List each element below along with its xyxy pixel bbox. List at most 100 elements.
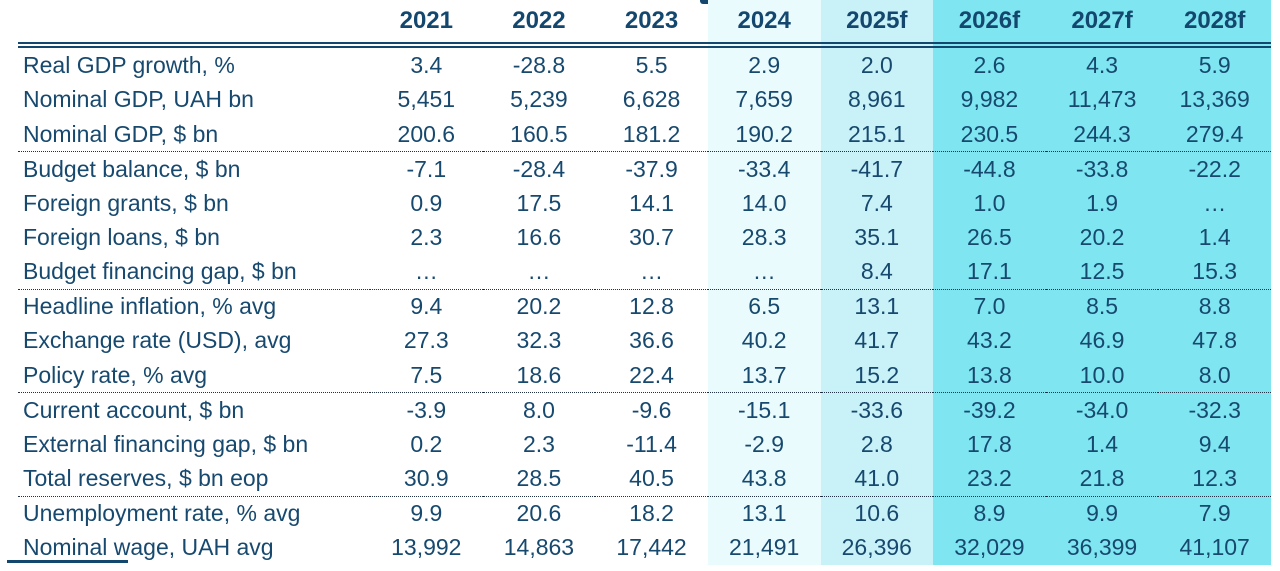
cell-2021: 7.5 — [370, 357, 483, 394]
cell-2022: 5,239 — [510, 86, 568, 113]
cell-2028f: -32.3 — [1158, 392, 1271, 428]
cell-2024: 7,659 — [707, 82, 821, 117]
cell-2021: 27.3 — [403, 327, 449, 354]
header-row: 2021 2022 2023 2024 2025f 2026f 2027f 2028f — [18, 0, 1271, 48]
cell-2026f: 23.2 — [933, 461, 1046, 497]
row-label: Total reserves, $ bn eop — [18, 461, 370, 497]
cell-2024: 190.2 — [707, 116, 821, 153]
cell-2027f: 10.0 — [1045, 357, 1159, 394]
table-row: Foreign grants, $ bn 0.9 17.5 14.1 14.0 7.4 1.… — [18, 186, 1271, 221]
cell-2022: … — [482, 254, 596, 290]
cell-2021: 9.9 — [410, 500, 443, 527]
cropped-bottom-line-artifact — [7, 560, 128, 563]
cell-2024: 13.1 — [707, 496, 821, 531]
cell-2025f: 8.4 — [820, 254, 934, 290]
cell-2027f: 11,473 — [1045, 82, 1159, 117]
cell-2028f: … — [1158, 186, 1271, 221]
cell-2023: 36.6 — [629, 327, 674, 354]
row-label: Budget balance, $ bn — [23, 155, 241, 182]
cell-2028f: 9.4 — [1158, 427, 1271, 462]
cell-2023: 30.7 — [629, 223, 674, 250]
column-header-2026f: 2026f — [933, 0, 1046, 48]
row-label: External financing gap, $ bn — [23, 430, 309, 457]
cell-2028f: 7.9 — [1158, 496, 1271, 531]
cell-2024: 43.8 — [707, 461, 821, 497]
cell-2028f: 47.8 — [1158, 323, 1271, 358]
cell-2022: 17.5 — [516, 189, 562, 216]
cell-2022: -28.8 — [512, 51, 566, 78]
cell-2023: … — [595, 254, 708, 290]
cell-2022: 16.6 — [516, 223, 562, 250]
table-row: Nominal wage, UAH avg 13,992 14,863 17,442 2… — [18, 530, 1271, 565]
cell-2022: 8.0 — [522, 396, 555, 423]
cell-2025f: 2.8 — [820, 427, 934, 462]
cell-2023: 181.2 — [595, 116, 708, 153]
cell-2023: 5.5 — [635, 51, 668, 78]
cell-2025f: 2.0 — [820, 45, 934, 83]
cell-2024: 14.0 — [707, 186, 821, 221]
cell-2021: 200.6 — [370, 116, 483, 153]
cell-2021: … — [370, 254, 483, 290]
cell-2028f: 8.0 — [1158, 357, 1271, 394]
cell-2022: 32.3 — [516, 327, 562, 354]
cell-2021: 0.2 — [410, 430, 443, 457]
cell-2021: 30.9 — [370, 461, 483, 497]
cell-2027f: 46.9 — [1045, 323, 1159, 358]
cell-2024: 13.7 — [707, 357, 821, 394]
table-row: Nominal GDP, UAH bn 5,451 5,239 6,628 7,659 8… — [18, 82, 1271, 117]
cell-2026f: -44.8 — [933, 151, 1046, 187]
table-row: Foreign loans, $ bn 2.3 16.6 30.7 28.3 35.1 26… — [18, 220, 1271, 255]
cell-2025f: 41.0 — [820, 461, 934, 497]
cell-2027f: 36,399 — [1045, 530, 1159, 565]
cell-2022: 2.3 — [522, 430, 555, 457]
cell-2021: -7.1 — [406, 155, 447, 182]
cell-2028f: 5.9 — [1158, 45, 1271, 83]
cell-2025f: 10.6 — [820, 496, 934, 531]
cell-2027f: 4.3 — [1045, 45, 1159, 83]
cell-2027f: 244.3 — [1045, 116, 1159, 153]
cell-2027f: 12.5 — [1045, 254, 1159, 290]
cell-2028f: 15.3 — [1158, 254, 1271, 290]
column-header-2021: 2021 — [370, 0, 483, 48]
cell-2024: 28.3 — [707, 220, 821, 255]
cell-2022: -28.4 — [512, 155, 566, 182]
row-label-header — [18, 0, 370, 48]
cell-2026f: 32,029 — [933, 530, 1046, 565]
row-label: Unemployment rate, % avg — [23, 500, 301, 527]
table-row: Budget balance, $ bn -7.1 -28.4 -37.9 -33.4-… — [18, 151, 1271, 187]
cell-2027f: 21.8 — [1045, 461, 1159, 497]
cell-2023: 12.8 — [629, 293, 674, 320]
cell-2023: -9.6 — [631, 396, 672, 423]
cell-2028f: 8.8 — [1158, 289, 1271, 324]
column-header-2027f: 2027f — [1045, 0, 1159, 48]
cell-2023: 17,442 — [616, 534, 687, 561]
row-label: Foreign loans, $ bn — [23, 223, 220, 250]
table-row: Total reserves, $ bn eop 30.9 28.5 40.5 43.8… — [18, 461, 1271, 497]
cell-2025f: 15.2 — [820, 357, 934, 394]
cell-2023: 14.1 — [629, 189, 674, 216]
cell-2026f: 26.5 — [933, 220, 1046, 255]
cell-2021: -3.9 — [406, 396, 447, 423]
cell-2024: 21,491 — [707, 530, 821, 565]
cell-2026f: 17.8 — [933, 427, 1046, 462]
table-row: Exchange rate (USD), avg 27.3 32.3 36.6 40.2… — [18, 323, 1271, 358]
cell-2026f: -39.2 — [933, 392, 1046, 428]
cell-2023: 40.5 — [595, 461, 708, 497]
cell-2027f: 20.2 — [1045, 220, 1159, 255]
macro-forecast-table: 2021 2022 2023 2024 2025f 2026f 2027f 2028f Rea… — [18, 0, 1271, 565]
row-label: Budget financing gap, $ bn — [18, 254, 370, 290]
cell-2023: 18.2 — [629, 500, 674, 527]
cell-2023: -11.4 — [626, 430, 677, 457]
table-row: Nominal GDP, $ bn 200.6 160.5 181.2 190.2 215… — [18, 116, 1271, 153]
row-label: Headline inflation, % avg — [23, 293, 277, 320]
cell-2025f: -33.6 — [820, 392, 934, 428]
cell-2026f: 230.5 — [933, 116, 1046, 153]
cell-2024: 2.9 — [707, 45, 821, 83]
cell-2023: -37.9 — [625, 155, 678, 182]
cell-2028f: 12.3 — [1158, 461, 1271, 497]
cell-2028f: -22.2 — [1158, 151, 1271, 187]
column-header-2023: 2023 — [595, 0, 708, 48]
cell-2028f: 13,369 — [1158, 82, 1271, 117]
cell-2025f: 26,396 — [820, 530, 934, 565]
